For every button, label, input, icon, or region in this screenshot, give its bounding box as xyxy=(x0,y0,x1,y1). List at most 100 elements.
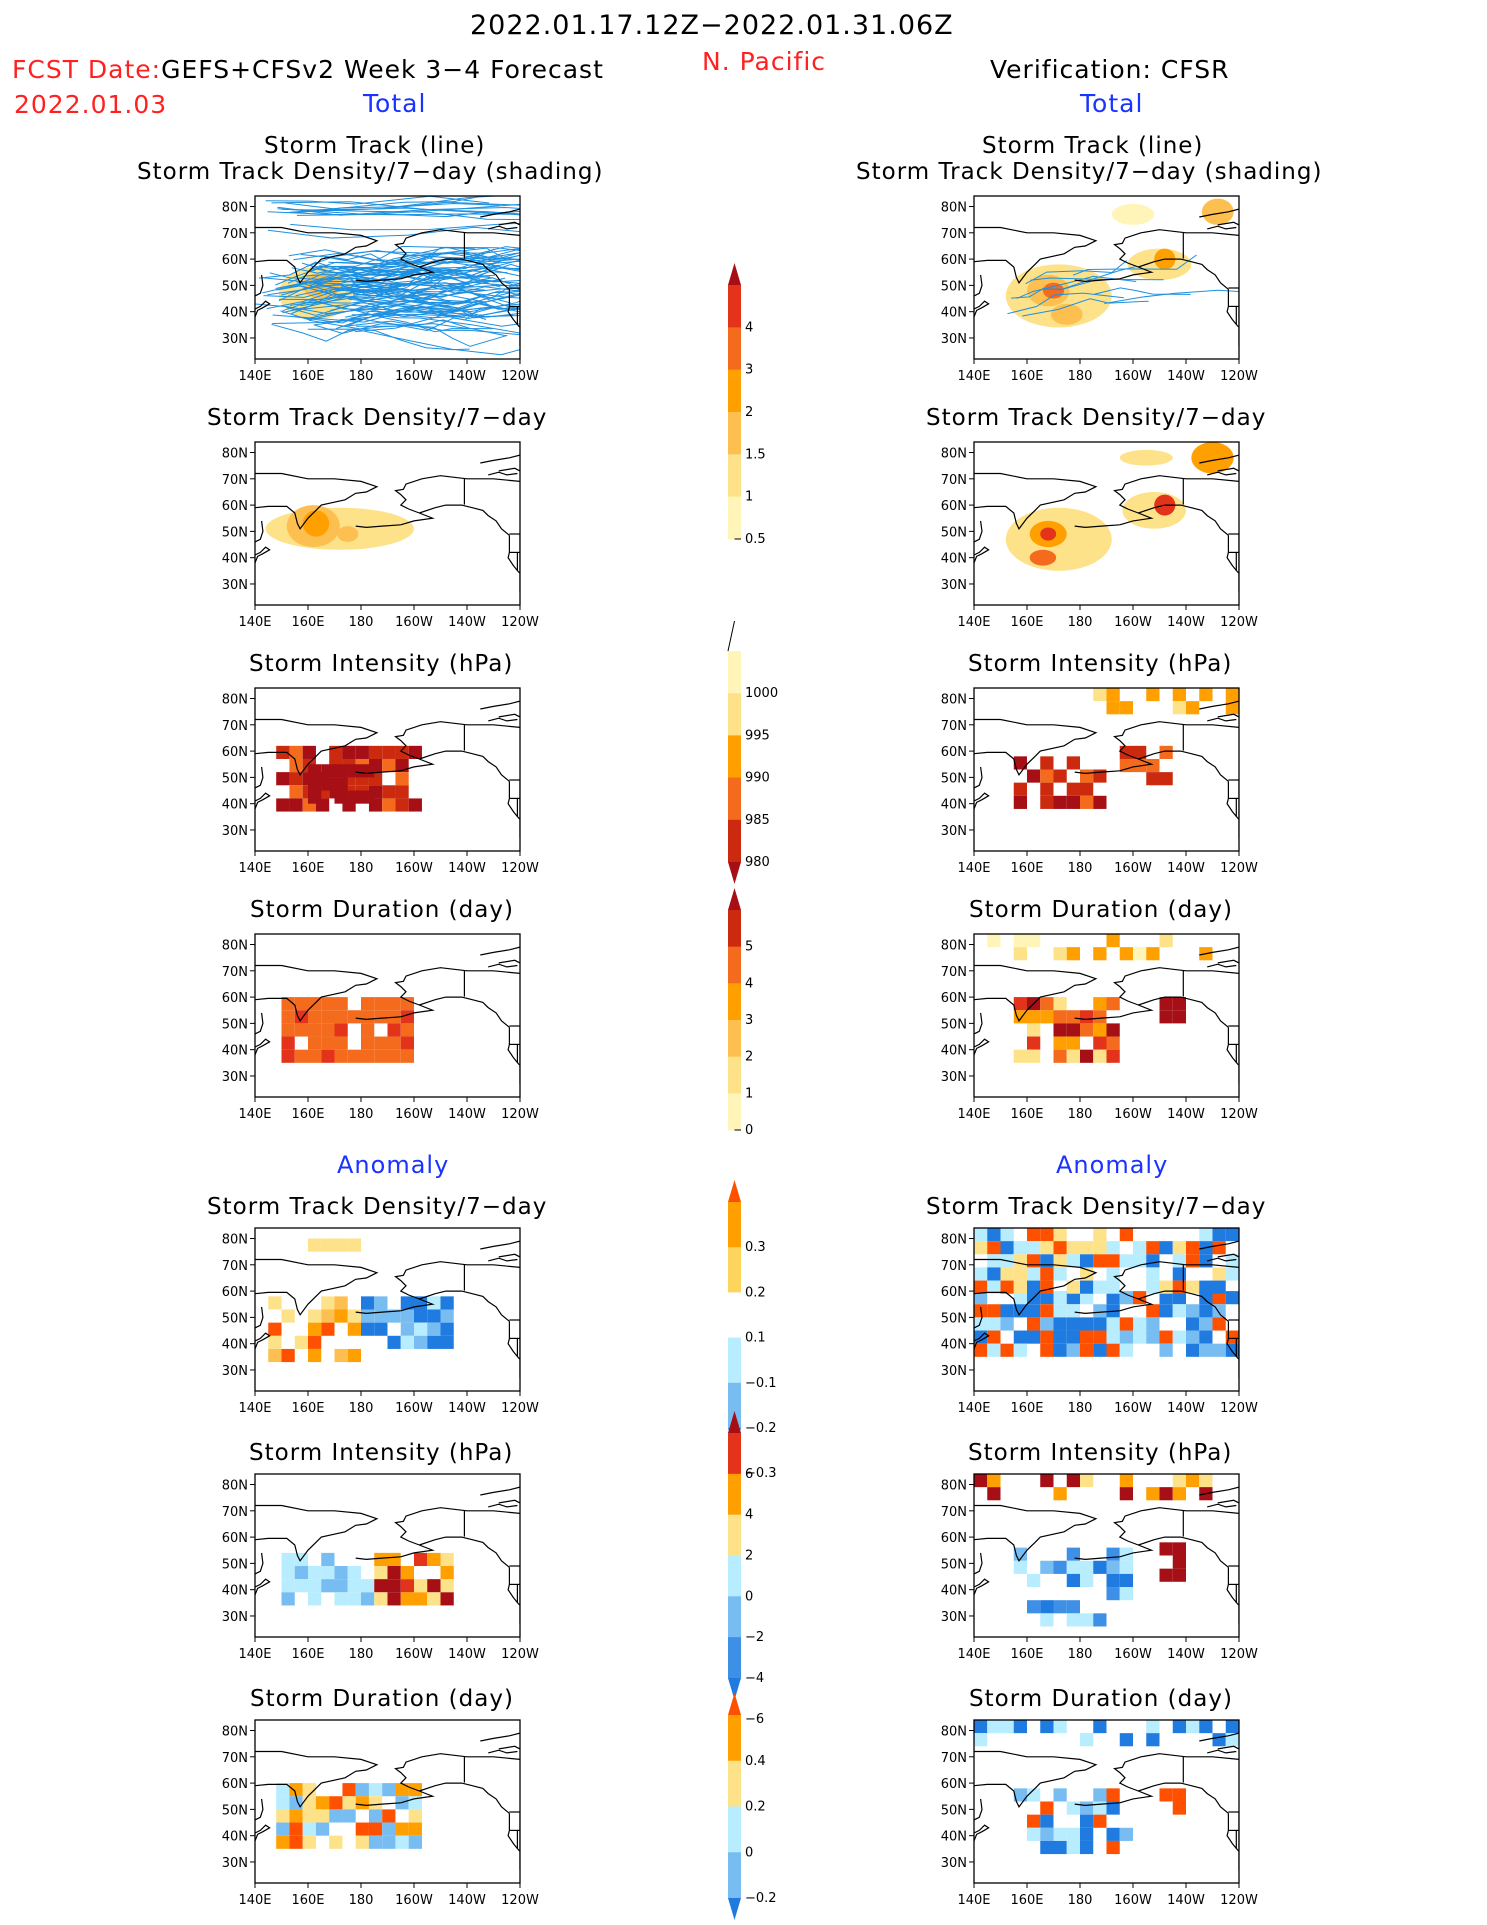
anomaly-cell xyxy=(1133,1317,1147,1331)
coastline-segment xyxy=(507,1813,520,1852)
colorbar-label: −0.1 xyxy=(745,1376,777,1391)
anomaly-cell xyxy=(440,1335,454,1349)
panel-verification-track: 80N 70N 60N 50N 40N 30N 140E 160E 180 160W 140W 120… xyxy=(941,195,1258,384)
total-label-left: Total xyxy=(363,89,427,118)
anomaly-cell xyxy=(361,1296,375,1310)
x-tick-label: 180 xyxy=(1068,615,1093,630)
anomaly-cell xyxy=(1225,1254,1239,1268)
y-tick-label: 60N xyxy=(222,1531,248,1546)
intensity-cell xyxy=(1066,782,1080,796)
anomaly-cell xyxy=(342,1796,356,1810)
coastline-segment xyxy=(1138,504,1229,536)
duration-cell xyxy=(387,1023,401,1037)
anomaly-cell xyxy=(1013,1330,1027,1344)
anomaly-cell xyxy=(1225,1228,1239,1242)
x-tick-label: 140E xyxy=(238,1647,271,1662)
y-tick-label: 50N xyxy=(941,1017,967,1032)
x-tick-label: 120W xyxy=(1220,369,1258,384)
anomaly-cell xyxy=(1199,1343,1213,1357)
anomaly-cell xyxy=(1186,1241,1200,1255)
coastline-segment xyxy=(255,472,379,530)
anomaly-cell xyxy=(1040,1613,1054,1627)
anomaly-cell xyxy=(400,1309,414,1323)
panel-content xyxy=(255,454,520,592)
storm-track-line xyxy=(285,293,475,316)
anomaly-cell xyxy=(1013,1343,1027,1357)
intensity-cell xyxy=(1013,795,1027,809)
anomaly-cell xyxy=(414,1309,428,1323)
y-tick-label: 50N xyxy=(941,525,967,540)
coastline-segment xyxy=(974,520,983,543)
coastline-segment xyxy=(1217,467,1239,472)
anomaly-cell xyxy=(1119,1587,1133,1601)
anomaly-cell xyxy=(276,1783,290,1797)
anomaly-cell xyxy=(347,1348,361,1363)
duration-cell xyxy=(1027,1023,1041,1037)
x-tick-label: 140E xyxy=(957,1107,990,1122)
coastline-segment xyxy=(974,226,1098,284)
colorbar-segment xyxy=(728,1093,741,1131)
anomaly-cell xyxy=(1066,1801,1080,1815)
coastline-segment xyxy=(255,1038,271,1056)
storm-track-line xyxy=(1072,254,1197,276)
anomaly-cell xyxy=(1119,1560,1133,1574)
anomaly-cell xyxy=(1040,1330,1054,1344)
anomaly-cell xyxy=(1186,1343,1200,1357)
anomaly-cell xyxy=(1053,1600,1067,1614)
storm-track-line xyxy=(354,294,520,333)
anomaly-cell xyxy=(974,1267,988,1281)
intensity-cell xyxy=(1040,756,1054,770)
anomaly-cell xyxy=(1040,1304,1054,1318)
x-tick-label: 140E xyxy=(957,1401,990,1416)
anomaly-cell xyxy=(974,1474,988,1488)
coastline-segment xyxy=(1217,221,1239,226)
anomaly-cell xyxy=(1106,1241,1120,1255)
x-tick-label: 140E xyxy=(957,369,990,384)
panel-content xyxy=(255,1486,520,1624)
x-tick-label: 120W xyxy=(501,861,539,876)
anomaly-cell xyxy=(355,1822,369,1836)
duration-cell xyxy=(321,1049,335,1063)
coastline-segment xyxy=(1199,208,1239,218)
coastline-segment xyxy=(1113,1261,1239,1312)
panel-content xyxy=(974,1228,1239,1378)
duration-cell xyxy=(1066,1036,1080,1050)
anomaly-cell xyxy=(368,1796,383,1810)
y-tick-label: 40N xyxy=(222,306,248,321)
storm-track-line xyxy=(263,277,502,292)
coastline-segment xyxy=(419,1536,510,1568)
duration-cell xyxy=(308,1049,322,1063)
anomaly-cell xyxy=(1146,1241,1160,1255)
intensity-cell xyxy=(334,777,348,791)
duration-cell xyxy=(1093,1023,1107,1037)
x-tick-label: 160E xyxy=(1010,1107,1043,1122)
anomaly-cell xyxy=(987,1330,1001,1344)
anomaly-cell xyxy=(440,1566,454,1580)
colorbar-label: 0 xyxy=(745,1845,753,1860)
coastline-segment xyxy=(1226,781,1239,820)
duration-cell xyxy=(1106,1023,1120,1037)
anomaly-cell xyxy=(1106,1801,1120,1815)
coastline-segment xyxy=(1074,770,1120,775)
coastline-segment xyxy=(1138,258,1229,290)
anomaly-cell xyxy=(315,1809,330,1823)
anomaly-cell xyxy=(414,1592,428,1606)
anomaly-cell xyxy=(1040,1840,1054,1855)
colorbar-2: 1000 995 990 985 980 xyxy=(727,620,778,884)
anomaly-cell xyxy=(1172,1241,1186,1255)
coastline-segment xyxy=(419,750,510,782)
colorbar-segment xyxy=(728,1596,741,1638)
intensity-cell xyxy=(289,772,303,786)
storm-track-line xyxy=(1022,298,1149,317)
coastline-segment xyxy=(974,1332,990,1350)
anomaly-cell xyxy=(1172,1304,1186,1318)
anomaly-cell xyxy=(1013,1291,1027,1305)
coastline-segment xyxy=(1207,1749,1237,1754)
panel-forecast-duration: 80N 70N 60N 50N 40N 30N 140E 160E 180 160W 140W 120… xyxy=(222,933,539,1122)
colorbar-segment xyxy=(728,1806,741,1853)
coastline-segment xyxy=(1207,1257,1237,1262)
panel-content xyxy=(255,1238,520,1378)
title-track-line-left: Storm Track (line) xyxy=(264,133,486,159)
anomaly-cell xyxy=(427,1579,441,1593)
colorbar-label: 2 xyxy=(745,1050,753,1065)
